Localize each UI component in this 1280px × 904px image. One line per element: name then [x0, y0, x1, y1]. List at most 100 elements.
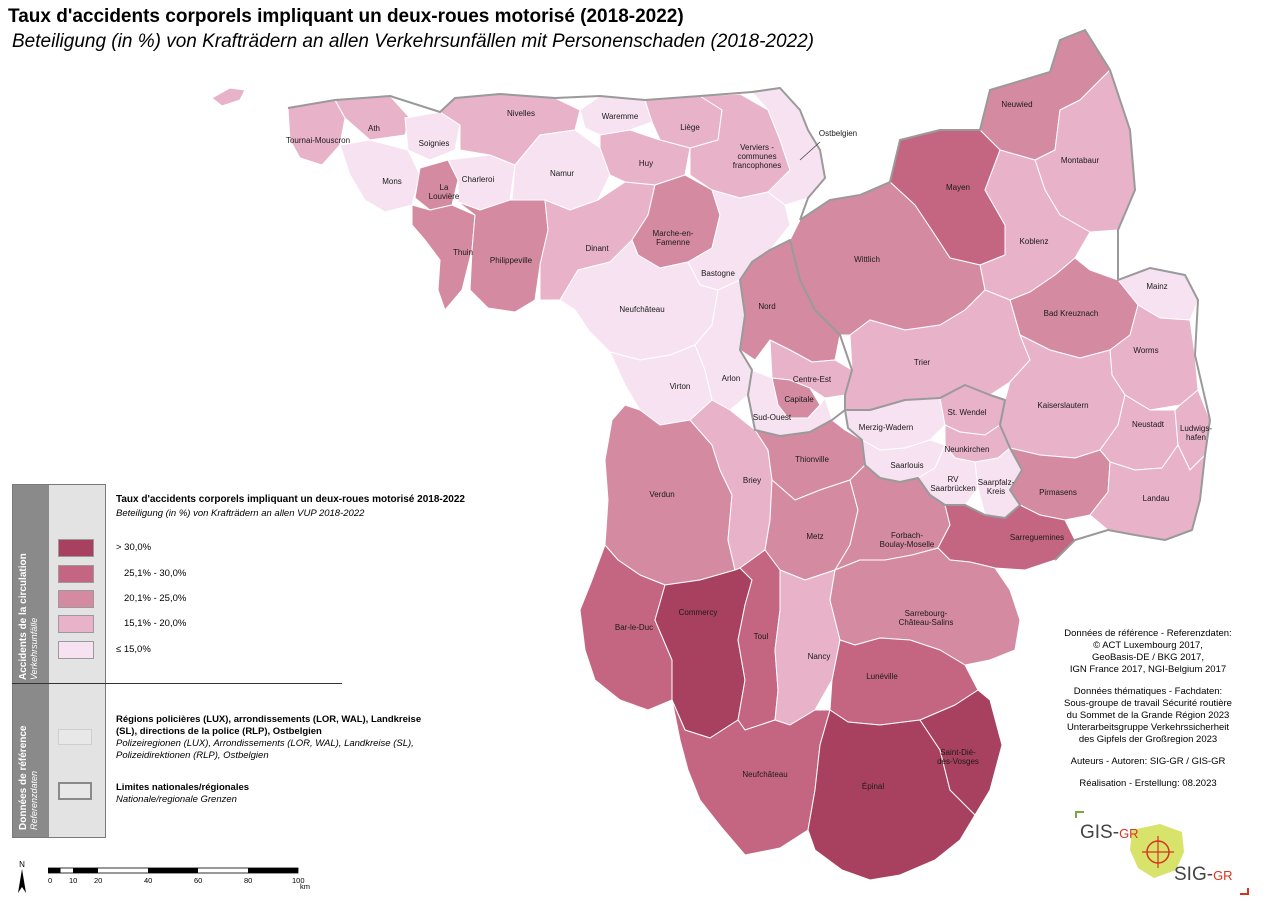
region-label: Épinal: [862, 782, 884, 791]
region-label: Neufchâteau: [619, 305, 664, 314]
legend-swatch: [58, 539, 94, 557]
logo-graphic: [1075, 811, 1249, 895]
region-label: Neuwied: [1001, 100, 1032, 109]
region-label: Ludwigs-hafen: [1180, 424, 1212, 442]
scale-bar-graphic: [48, 867, 299, 874]
ref-side-sub: Referenzdaten: [29, 770, 39, 830]
scale-tick: 60: [194, 876, 203, 885]
region-label: Tournai-Mouscron: [286, 136, 350, 145]
credits-ref-1: © ACT Luxembourg 2017,: [1093, 640, 1203, 651]
region-label: Nivelles: [507, 109, 535, 118]
region-label: Worms: [1133, 346, 1158, 355]
region-label: Sarreguemines: [1010, 533, 1064, 542]
ref-side-main: Données de référence: [18, 725, 29, 831]
legend-class-label: > 30,0%: [116, 542, 152, 553]
credits-them-3: Unterarbeitsgruppe Verkehrssicherheit: [1066, 722, 1230, 733]
region-philippeville: [457, 199, 549, 313]
scale-tick: 20: [94, 876, 103, 885]
legend-separator: [12, 683, 342, 684]
region-label: Charleroi: [462, 175, 495, 184]
region-label: Philippeville: [490, 256, 533, 265]
ref-regions-bold: Régions policières (LUX), arrondissement…: [116, 714, 422, 737]
credits-them-4: des Gipfels der Großregion 2023: [1078, 734, 1218, 745]
region-label: Lunéville: [866, 672, 898, 681]
region-label: Forbach-Boulay-Moselle: [880, 531, 935, 549]
border-belgium-north: [287, 87, 826, 221]
north-arrow: N: [18, 860, 26, 895]
region-label: Nancy: [808, 652, 831, 661]
border-saarland: [844, 384, 1023, 519]
border-luxembourg: [739, 239, 853, 437]
region-label: Neunkirchen: [945, 445, 990, 454]
region-label: Bastogne: [701, 269, 735, 278]
region-label: Nord: [758, 302, 775, 311]
region-label: Verdun: [649, 490, 674, 499]
region-label: Merzig-Wadern: [859, 423, 913, 432]
region-epinal: [807, 709, 976, 881]
legend-side-sub: Verkehrsunfälle: [29, 617, 39, 680]
region-label: Montabaur: [1061, 156, 1100, 165]
scale-tick: 10: [69, 876, 78, 885]
scale-tick: 0: [48, 876, 53, 885]
region-label: Landau: [1143, 494, 1170, 503]
region-label: Soignies: [419, 139, 450, 148]
region-label: Koblenz: [1020, 237, 1049, 246]
region-label: Ostbelgien: [819, 129, 857, 138]
region-label: Trier: [914, 358, 930, 367]
region-label: Mainz: [1146, 282, 1167, 291]
credits-them-head: Données thématiques - Fachdaten:: [1073, 686, 1223, 697]
region-label: Centre-Est: [793, 375, 832, 384]
legend-swatch: [58, 615, 94, 633]
legend-swatch: [58, 565, 94, 583]
legend-subtitle: Beteiligung (in %) von Krafträdern an al…: [116, 508, 365, 519]
region-label: Virton: [670, 382, 691, 391]
region-label: Liège: [680, 123, 700, 132]
credits-block: Données de référence - Referenzdaten: © …: [1040, 628, 1256, 800]
region-label: Bad Kreuznach: [1044, 309, 1099, 318]
region-label: Arlon: [722, 374, 741, 383]
legend-class-label: 25,1% - 30,0%: [124, 568, 187, 579]
legend-swatch: [58, 590, 94, 608]
ref-limits-swatch: [58, 782, 92, 800]
border-rlp-west: [799, 29, 1211, 561]
map-subtitle: Beteiligung (in %) von Krafträdern an al…: [12, 31, 814, 52]
region-label: Neufchâteau: [742, 770, 787, 779]
legend-class-label: 15,1% - 20,0%: [124, 618, 187, 629]
region-label: Metz: [806, 532, 823, 541]
region-label: Mons: [382, 177, 402, 186]
ref-limits-italic: Nationale/regionale Grenzen: [116, 794, 237, 805]
region-label: Sud-Ouest: [753, 413, 792, 422]
legend-title: Taux d'accidents corporels impliquant un…: [116, 494, 465, 505]
legend-side-bar: [13, 485, 49, 837]
region-tournai-mouscron: [287, 99, 346, 166]
legend-class-label: 20,1% - 25,0%: [124, 593, 187, 604]
region-ath: [334, 95, 411, 141]
region-label: Commercy: [679, 608, 718, 617]
scale-tick: 80: [244, 876, 253, 885]
region-saint-die-des-vosges: [919, 689, 1003, 816]
region-label: Saarpfalz-Kreis: [978, 478, 1015, 496]
logo-sig-text: SIG-GR: [1174, 864, 1233, 885]
scale-bar: 0 10 20 40 60 80 100 km: [12, 858, 322, 894]
legend-swatch: [58, 641, 94, 659]
region-label: Thuin: [453, 248, 473, 257]
credits-ref-2: GeoBasis-DE / BKG 2017,: [1092, 652, 1204, 663]
region-label: Dinant: [585, 244, 609, 253]
region-label: Namur: [550, 169, 574, 178]
region-label: St. Wendel: [948, 408, 987, 417]
legend-side-main: Accidents de la circulation: [18, 553, 29, 680]
region-label: Saint-Dié-des-Vosges: [937, 748, 979, 766]
region-label: Neustadt: [1132, 420, 1165, 429]
region-label: Waremme: [602, 112, 639, 121]
ref-regions-text: Régions policières (LUX), arrondissement…: [116, 714, 426, 762]
credits-realisation: Réalisation - Erstellung: 08.2023: [1079, 778, 1217, 789]
region-thuin: [411, 204, 476, 311]
region-label: Pirmasens: [1039, 488, 1077, 497]
logo-gis-text: GIS-GR: [1080, 822, 1139, 843]
region-bar-le-duc: [579, 544, 673, 711]
region-label: Marche-en-Famenne: [653, 229, 694, 247]
enclave-comines: [211, 87, 246, 107]
ref-regions-swatch: [58, 729, 92, 745]
north-label: N: [19, 860, 25, 869]
